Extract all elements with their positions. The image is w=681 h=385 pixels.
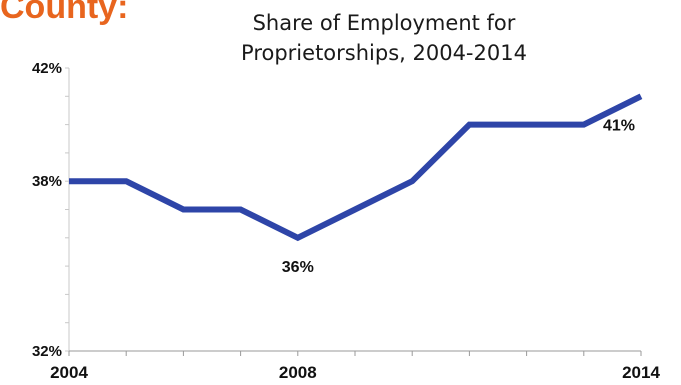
- data-label: 41%: [603, 117, 635, 134]
- chart-title: Share of Employment for Proprietorships,…: [180, 8, 588, 68]
- y-tick-label: 38%: [32, 173, 62, 190]
- chart-title-line-2: Proprietorships, 2004-2014: [241, 41, 527, 65]
- data-label: 36%: [282, 259, 314, 276]
- x-tick-label: 2004: [50, 363, 88, 382]
- x-tick-label: 2014: [622, 363, 660, 382]
- chart-ticks: [65, 67, 642, 356]
- x-tick-label: 2008: [279, 363, 317, 382]
- chart-title-line-1: Share of Employment for: [252, 11, 516, 35]
- y-tick-label: 32%: [32, 343, 62, 360]
- page-header-fragment: County:: [0, 0, 129, 26]
- y-tick-label: 42%: [32, 60, 62, 77]
- chart-series: [69, 93, 643, 242]
- series-line: [69, 93, 643, 242]
- chart-labels: 42% 38% 32% 2004 2008 2014 36% 41%: [32, 60, 660, 382]
